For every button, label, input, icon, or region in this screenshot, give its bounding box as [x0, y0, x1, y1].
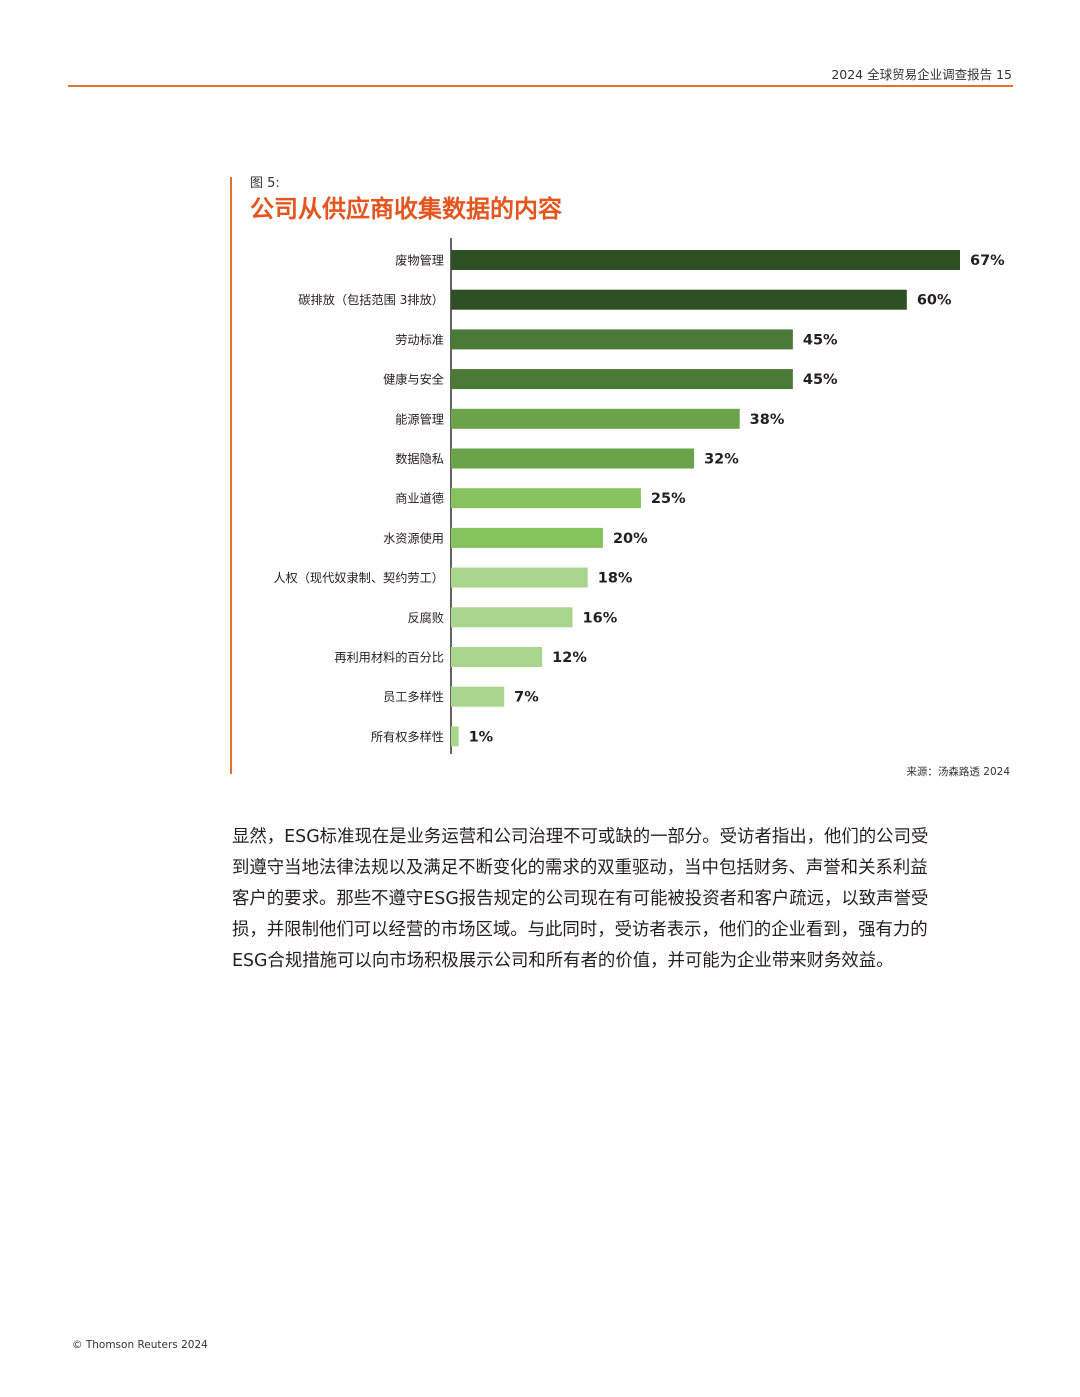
value-label: 18%: [598, 571, 633, 587]
page-header-title: 2024 全球贸易企业调查报告 15: [831, 67, 1012, 82]
value-label: 67%: [970, 253, 1005, 269]
value-label: 38%: [750, 412, 785, 428]
bar: [451, 448, 695, 469]
category-label: 健康与安全: [383, 372, 444, 387]
bar: [451, 289, 907, 310]
body-paragraph: 显然，ESG标准现在是业务运营和公司治理不可或缺的一部分。受访者指出，他们的公司…: [232, 827, 929, 971]
bar: [451, 527, 603, 548]
value-label: 32%: [704, 452, 739, 468]
figure-accent-bar: [230, 177, 232, 774]
value-label: 20%: [613, 531, 648, 547]
footer-copyright: © Thomson Reuters 2024: [72, 1339, 208, 1351]
bar: [451, 408, 740, 429]
category-label: 员工多样性: [383, 689, 444, 704]
category-label: 劳动标准: [395, 333, 444, 347]
category-label: 废物管理: [395, 253, 444, 268]
bar: [451, 369, 793, 390]
category-label: 能源管理: [395, 411, 444, 426]
value-label: 16%: [583, 610, 618, 626]
header-rule: [68, 85, 1013, 87]
value-label: 60%: [917, 293, 952, 309]
value-label: 25%: [651, 491, 686, 507]
category-label: 碳排放（包括范围 3排放）: [298, 292, 444, 307]
chart-source: 来源：汤森路透 2024: [906, 766, 1010, 778]
figure-title: 公司从供应商收集数据的内容: [250, 195, 562, 223]
category-label: 所有权多样性: [371, 729, 444, 744]
category-label: 水资源使用: [383, 530, 444, 545]
bar: [451, 607, 573, 628]
bar: [451, 250, 960, 270]
bar: [451, 567, 588, 588]
category-label: 数据隐私: [395, 451, 444, 466]
value-label: 45%: [803, 372, 838, 388]
category-label: 商业道德: [395, 491, 444, 506]
value-label: 1%: [469, 729, 494, 745]
value-label: 12%: [552, 650, 587, 666]
bar: [451, 647, 543, 667]
value-label: 45%: [803, 332, 838, 348]
bar: [451, 686, 505, 707]
value-label: 7%: [514, 690, 539, 706]
bar: [451, 329, 793, 350]
bar: [451, 726, 459, 747]
bar: [451, 488, 641, 509]
category-label: 再利用材料的百分比: [334, 650, 444, 665]
category-label: 人权（现代奴隶制、契约劳工）: [273, 570, 444, 585]
figure-label: 图 5:: [250, 176, 280, 191]
category-label: 反腐败: [407, 610, 444, 625]
bar-chart: 废物管理 67% 碳排放（包括范围 3排放） 60% 劳动标准 45% 健康与安全 45% 能源…: [273, 238, 1005, 754]
